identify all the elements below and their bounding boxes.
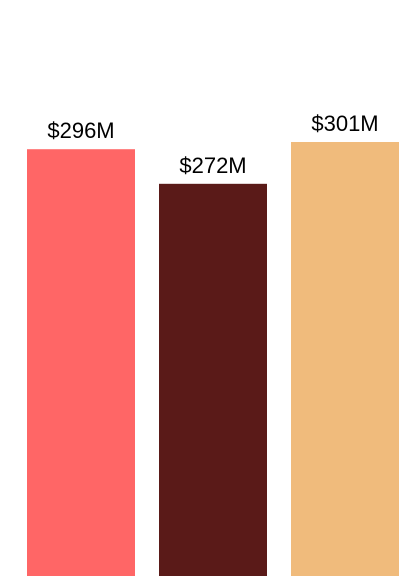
labels-group: $296M $272M $301M xyxy=(47,111,378,178)
bars-group xyxy=(27,142,399,576)
bar-value-label-3: $301M xyxy=(311,111,378,136)
bar-value-label-2: $272M xyxy=(179,153,246,178)
bar-3 xyxy=(291,142,399,576)
bar-1 xyxy=(27,149,135,576)
bar-2 xyxy=(159,183,267,576)
bar-value-label-1: $296M xyxy=(47,118,114,143)
